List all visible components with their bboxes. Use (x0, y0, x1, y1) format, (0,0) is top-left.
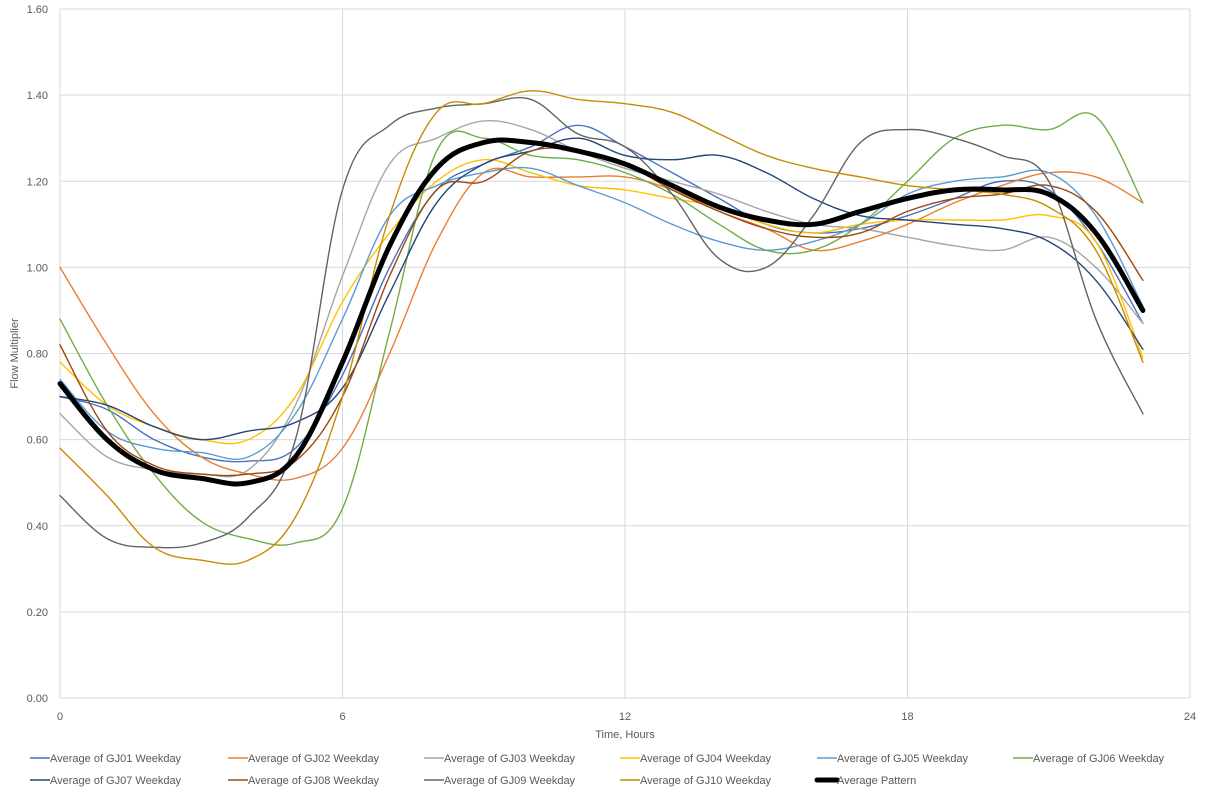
legend-item-average-of-gj01-weekday: Average of GJ01 Weekday (30, 753, 182, 765)
legend-item-average-of-gj10-weekday: Average of GJ10 Weekday (620, 775, 772, 787)
legend-label: Average of GJ08 Weekday (248, 775, 380, 787)
legend-label: Average of GJ09 Weekday (444, 775, 576, 787)
x-tick-label: 6 (339, 711, 345, 723)
series-line-average-of-gj03-weekday (59, 119, 1144, 478)
y-tick-label: 1.40 (27, 90, 48, 102)
legend: Average of GJ01 Weekday Average of GJ02 W… (30, 753, 1165, 787)
y-tick-label: 0.00 (27, 693, 48, 705)
legend-label: Average of GJ03 Weekday (444, 753, 576, 765)
series-layer (57, 90, 1146, 565)
legend-item-average-of-gj06-weekday: Average of GJ06 Weekday (1013, 753, 1165, 765)
x-tick-label: 24 (1184, 711, 1196, 723)
series-line-average-pattern (57, 137, 1146, 487)
legend-item-average-of-gj07-weekday: Average of GJ07 Weekday (30, 775, 182, 787)
y-tick-label: 0.20 (27, 607, 48, 619)
labels-layer: Time, Hours Flow Multiplier (9, 318, 655, 741)
y-tick-label: 0.60 (27, 435, 48, 447)
x-tick-label: 18 (901, 711, 913, 723)
x-tick-label: 12 (619, 711, 631, 723)
grid-layer (59, 8, 1191, 699)
series-line-average-of-gj07-weekday (59, 137, 1144, 441)
x-axis-title: Time, Hours (595, 729, 655, 741)
legend-label: Average of GJ07 Weekday (50, 775, 182, 787)
axes-layer: 0.00 0.20 0.40 0.60 0.80 1.00 1.20 1.40 1.60 0 6 12… (27, 4, 1197, 723)
y-tick-label: 1.60 (27, 4, 48, 16)
legend-label: Average of GJ01 Weekday (50, 753, 182, 765)
legend-item-average-pattern: Average Pattern (814, 775, 916, 787)
y-tick-label: 1.20 (27, 176, 48, 188)
series-line-average-of-gj04-weekday (59, 158, 1144, 445)
series-line-average-of-gj08-weekday (59, 147, 1144, 477)
legend-label: Average Pattern (837, 775, 916, 787)
series-line-average-of-gj09-weekday (59, 96, 1144, 549)
legend-label: Average of GJ06 Weekday (1033, 753, 1165, 765)
series-line-average-of-gj02-weekday (59, 167, 1144, 481)
legend-item-average-of-gj09-weekday: Average of GJ09 Weekday (424, 775, 576, 787)
legend-label: Average of GJ10 Weekday (640, 775, 772, 787)
legend-item-average-of-gj02-weekday: Average of GJ02 Weekday (228, 753, 380, 765)
y-axis-title: Flow Multiplier (9, 318, 21, 389)
series-line-average-of-gj05-weekday (59, 166, 1144, 461)
legend-item-average-of-gj03-weekday: Average of GJ03 Weekday (424, 753, 576, 765)
legend-label: Average of GJ05 Weekday (837, 753, 969, 765)
series-line-average-of-gj06-weekday (59, 112, 1144, 546)
legend-item-average-of-gj04-weekday: Average of GJ04 Weekday (620, 753, 772, 765)
legend-label: Average of GJ02 Weekday (248, 753, 380, 765)
y-tick-label: 0.40 (27, 521, 48, 533)
x-tick-label: 0 (57, 711, 63, 723)
legend-item-average-of-gj08-weekday: Average of GJ08 Weekday (228, 775, 380, 787)
legend-label: Average of GJ04 Weekday (640, 753, 772, 765)
series-line-average-of-gj01-weekday (59, 124, 1144, 463)
y-tick-label: 1.00 (27, 262, 48, 274)
legend-item-average-of-gj05-weekday: Average of GJ05 Weekday (817, 753, 969, 765)
y-tick-label: 0.80 (27, 349, 48, 361)
series-line-average-of-gj10-weekday (59, 90, 1144, 565)
